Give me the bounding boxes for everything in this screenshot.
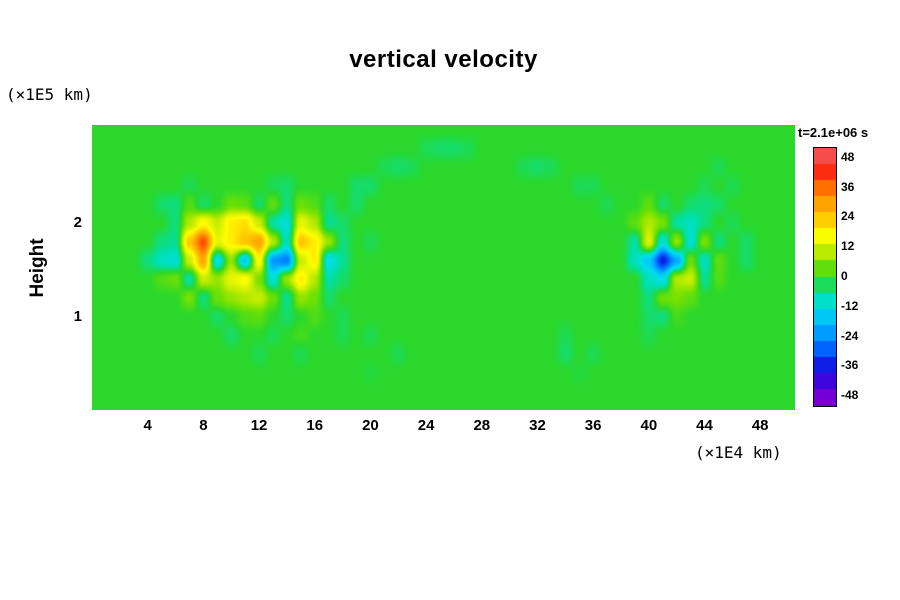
y-axis-unit-label: (×1E5 km) bbox=[6, 85, 93, 104]
colorbar-tick-label: -36 bbox=[841, 358, 859, 373]
colorbar-tick-label: 12 bbox=[841, 239, 855, 254]
colorbar-tick-label: 24 bbox=[841, 209, 855, 224]
x-tick-label: 32 bbox=[529, 417, 546, 434]
x-tick-label: 24 bbox=[417, 417, 435, 434]
x-tick-label: 48 bbox=[751, 417, 769, 434]
chart-title: vertical velocity bbox=[349, 46, 538, 73]
colorbar-canvas bbox=[813, 147, 837, 407]
x-tick-label: 12 bbox=[250, 417, 268, 434]
colorbar-tick-label: -12 bbox=[841, 298, 859, 313]
colorbar-tick-label: -24 bbox=[841, 328, 859, 343]
x-tick-label: 36 bbox=[584, 417, 602, 434]
y-axis-label: Height bbox=[27, 238, 48, 298]
x-tick-label: 20 bbox=[362, 417, 379, 434]
heatmap-canvas bbox=[92, 125, 795, 410]
y-tick-label: 1 bbox=[73, 307, 82, 325]
x-tick-label: 28 bbox=[473, 417, 491, 434]
colorbar-tick-label: -48 bbox=[841, 388, 859, 403]
colorbar-tick-label: 48 bbox=[841, 149, 855, 164]
x-tick-label: 16 bbox=[306, 417, 324, 434]
colorbar-tick-label: 36 bbox=[841, 179, 855, 194]
x-tick-label: 40 bbox=[640, 417, 658, 434]
colorbar-tick-label: 0 bbox=[841, 269, 848, 283]
colorbar-time-label: t=2.1e+06 s bbox=[798, 125, 869, 140]
x-tick-label: 8 bbox=[199, 417, 208, 434]
x-tick-label: 44 bbox=[696, 417, 713, 434]
x-axis-unit-label: (×1E4 km) bbox=[695, 443, 782, 462]
y-tick-label: 2 bbox=[73, 214, 82, 232]
x-tick-label: 4 bbox=[143, 417, 152, 434]
